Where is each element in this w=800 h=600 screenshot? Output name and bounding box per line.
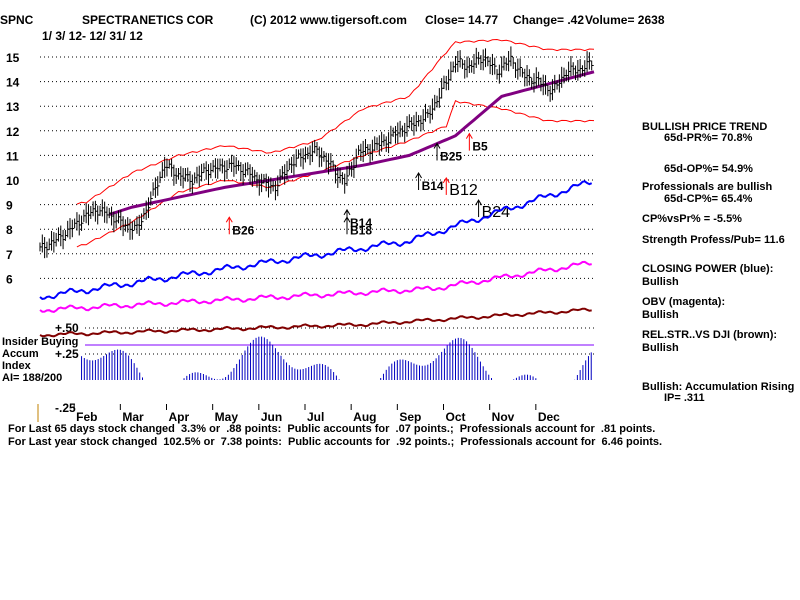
month-label: Mar <box>122 410 144 424</box>
y-tick-label: 15 <box>6 51 20 65</box>
footer-last-year: For Last year stock changed 102.5% or 7.… <box>8 436 663 448</box>
month-label: Jun <box>261 410 282 424</box>
company-name: SPECTRANETICS COR <box>82 13 214 27</box>
moving-average-line <box>108 70 595 216</box>
date-range: 1/ 3/ 12- 12/ 31/ 12 <box>42 29 143 43</box>
signal-arrowhead <box>225 216 233 223</box>
closing-power-path <box>39 180 593 300</box>
month-label: Sep <box>399 410 421 424</box>
month-label: Apr <box>169 410 190 424</box>
close-value: Close= 14.77 <box>425 13 499 27</box>
closing-power-line <box>39 180 593 300</box>
volume-value: Volume= 2638 <box>585 13 665 27</box>
month-axis-labels: Feb Mar Apr May Jun Jul Aug Sep Oct Nov Dec <box>73 404 560 424</box>
accum-label: Accum <box>2 348 39 360</box>
month-label: May <box>215 410 239 424</box>
accumulation-index-histogram <box>81 336 592 380</box>
price-bars <box>39 46 594 259</box>
y-axis-labels: 15 14 13 12 11 10 9 8 7 6 +.50 +.25 -.25 <box>6 51 79 415</box>
pr65-value: 65d-PR%= 70.8% <box>664 132 753 144</box>
accum-tick-label: +.25 <box>55 347 79 361</box>
chart-grid <box>40 56 594 355</box>
closing-power-status: Bullish <box>642 276 679 288</box>
accum-tick-label: +.50 <box>55 321 79 335</box>
y-tick-label: 10 <box>6 174 20 188</box>
month-label: Nov <box>492 410 515 424</box>
y-tick-label: 11 <box>6 149 19 163</box>
ticker-symbol: SPNC <box>0 13 34 27</box>
op65-value: 65d-OP%= 54.9% <box>664 163 753 175</box>
strength-profess-pub: Strength Profess/Pub= 11.6 <box>642 234 785 246</box>
signal-arrowhead <box>465 132 473 139</box>
signal-label: B14 <box>422 179 444 193</box>
obv-status: Bullish <box>642 309 679 321</box>
y-tick-label: 13 <box>6 100 20 114</box>
signal-label: B25 <box>440 149 462 163</box>
signal-label: B5 <box>472 140 488 154</box>
signal-label: B14 <box>350 216 372 230</box>
signal-arrowhead <box>343 216 351 223</box>
signal-arrowhead <box>343 208 351 216</box>
ma-line <box>108 70 595 216</box>
index-label: Index <box>2 360 31 372</box>
signal-arrowhead <box>475 199 483 206</box>
accum-tick-label: -.25 <box>55 401 76 415</box>
footer-65-days: For Last 65 days stock changed 3.3% or .… <box>8 423 656 435</box>
signal-label: B12 <box>449 182 478 199</box>
upper-band <box>76 38 595 205</box>
month-label: Dec <box>538 410 560 424</box>
signal-arrowhead <box>433 142 441 149</box>
y-tick-label: 8 <box>6 223 13 237</box>
relstr-label: REL.STR..VS DJI (brown): <box>642 329 778 341</box>
accumulation-rising: Bullish: Accumulation Rising <box>642 381 795 393</box>
cp65-value: 65d-CP%= 65.4% <box>664 193 753 205</box>
y-tick-label: 14 <box>6 76 20 90</box>
pros-bullish: Professionals are bullish <box>642 181 773 193</box>
y-tick-label: 9 <box>6 199 13 213</box>
cp-vs-pr: CP%vsPr% = -5.5% <box>642 213 742 225</box>
ai-score: AI= 188/200 <box>2 372 63 384</box>
relstr-status: Bullish <box>642 342 679 354</box>
insider-buying-label: Insider Buying <box>2 336 79 348</box>
relative-strength-line <box>39 307 592 338</box>
month-label: Oct <box>446 410 466 424</box>
y-tick-label: 12 <box>6 125 20 139</box>
y-tick-label: 6 <box>6 272 13 286</box>
month-label: Feb <box>76 410 97 424</box>
obv-label: OBV (magenta): <box>642 296 726 308</box>
signal-arrowhead <box>415 172 422 179</box>
copyright-text: (C) 2012 www.tigersoft.com <box>250 13 407 27</box>
bollinger-bands <box>76 38 595 248</box>
month-label: Aug <box>353 410 376 424</box>
relstr-path <box>39 307 592 338</box>
signal-label: B26 <box>232 223 254 237</box>
signal-arrowhead <box>442 176 450 184</box>
y-tick-label: 7 <box>6 248 13 262</box>
closing-power-label: CLOSING POWER (blue): <box>642 263 774 275</box>
change-value: Change= .42 <box>513 13 585 27</box>
ip-value: IP= .311 <box>664 392 705 404</box>
bullish-trend-title: BULLISH PRICE TREND <box>642 121 768 133</box>
signal-label: B18 <box>350 223 372 237</box>
obv-line <box>39 260 592 313</box>
obv-path <box>39 260 592 313</box>
month-label: Jul <box>307 410 324 424</box>
